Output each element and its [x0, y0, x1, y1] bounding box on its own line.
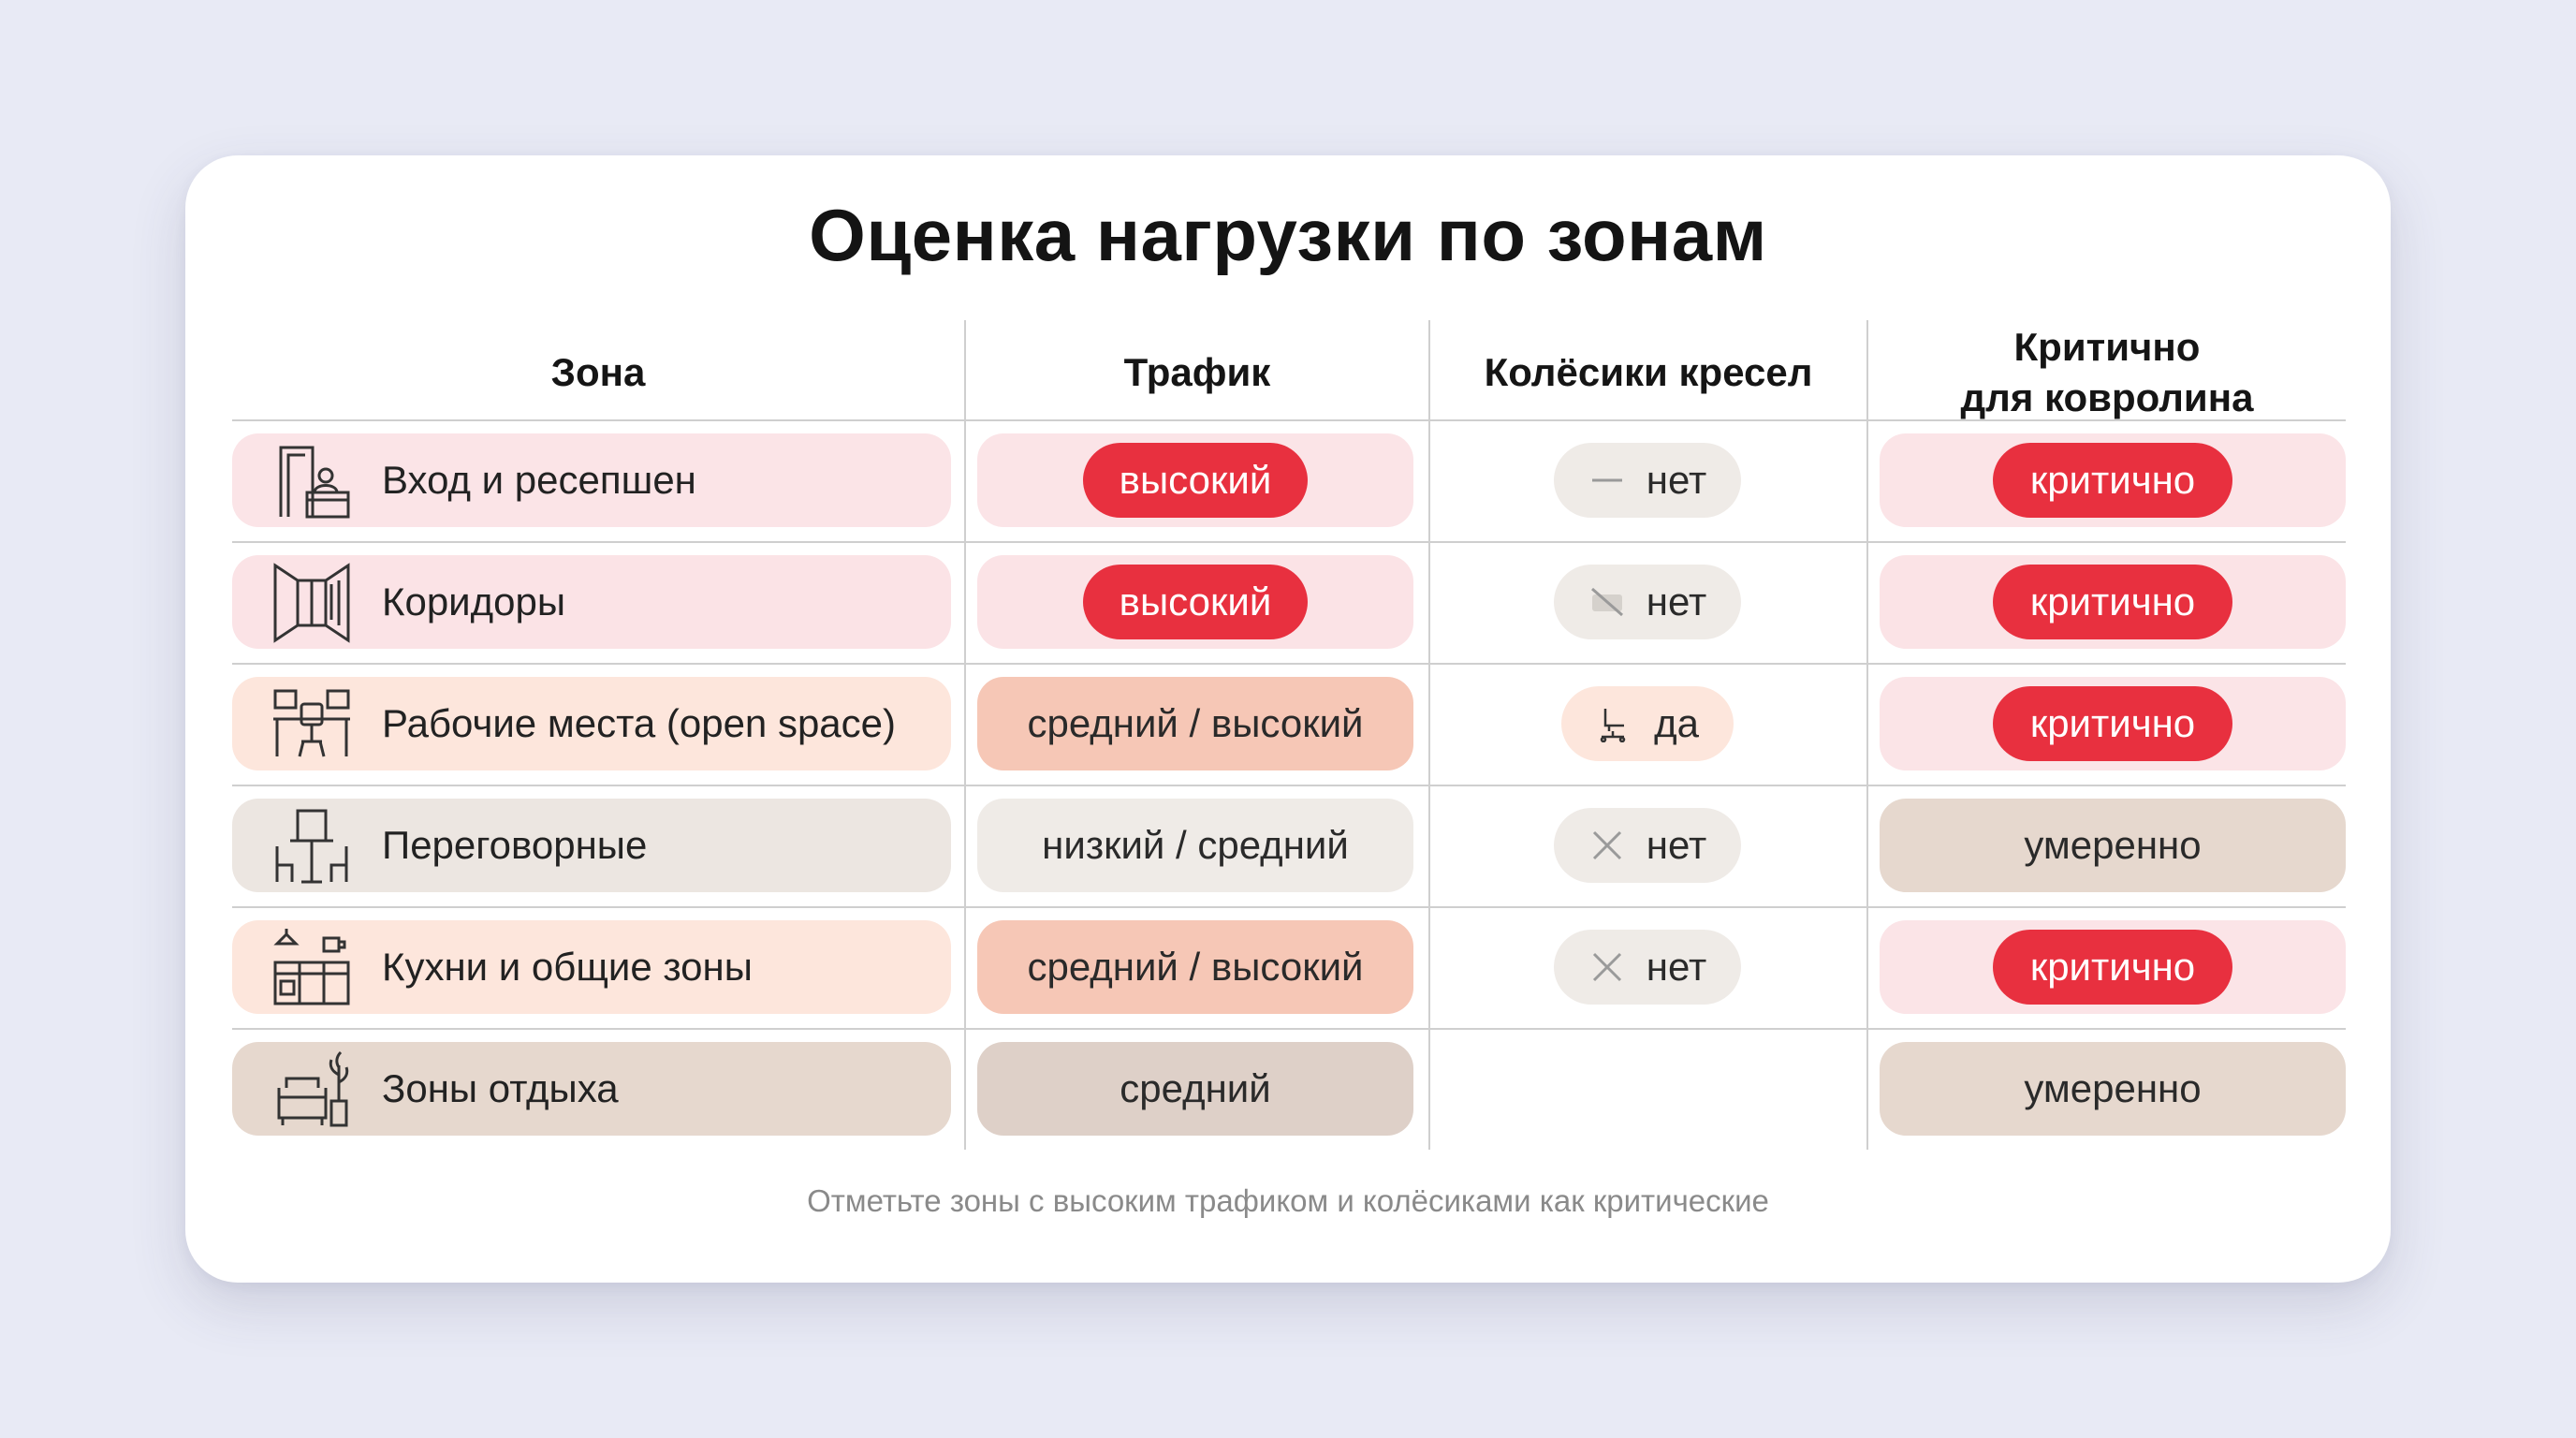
zone-label: Вход и ресепшен: [382, 458, 696, 502]
workstations-icon: [273, 689, 350, 757]
critical-cell: умеренно: [1880, 1042, 2346, 1136]
cross-icon: [1592, 830, 1621, 860]
zone-label: Кухни и общие зоны: [382, 945, 753, 989]
reception-desk-icon: [279, 446, 350, 519]
dash-icon: [1591, 478, 1622, 482]
header-zone: Зона: [550, 350, 646, 394]
row-divider: [232, 1028, 2346, 1030]
critical-badge: критично: [1993, 686, 2232, 761]
wheels-value: нет: [1646, 458, 1707, 502]
critical-cell: критично: [1880, 555, 2346, 649]
wheels-chip: да: [1561, 686, 1734, 761]
row-divider: [232, 906, 2346, 908]
traffic-cell: высокий: [977, 433, 1413, 527]
critical-badge: критично: [1993, 443, 2232, 518]
critical-cell: критично: [1880, 677, 2346, 770]
sofa-plant-icon: [277, 1050, 349, 1127]
traffic-badge-high: высокий: [1083, 443, 1308, 518]
row-divider: [232, 541, 2346, 543]
header-critical-line2: для ковролина: [1960, 375, 2254, 419]
critical-cell: умеренно: [1880, 799, 2346, 892]
wheels-chip: нет: [1554, 808, 1741, 883]
traffic-cell: низкий / средний: [977, 799, 1413, 892]
table-row-zone: Вход и ресепшен: [232, 433, 951, 527]
header-traffic: Трафик: [1123, 350, 1271, 394]
table-row-zone: Коридоры: [232, 555, 951, 649]
wheels-chip: нет: [1554, 930, 1741, 1005]
zone-label: Рабочие места (open space): [382, 701, 897, 745]
no-wheels-icon: [1590, 587, 1623, 617]
row-divider: [232, 419, 2346, 421]
page-title: Оценка нагрузки по зонам: [809, 194, 1767, 276]
cross-icon: [1592, 952, 1621, 982]
corridor-icon: [273, 563, 350, 643]
table-row-zone: Переговорные: [232, 799, 951, 892]
wheels-value: да: [1654, 701, 1699, 745]
row-divider: [232, 785, 2346, 786]
header-critical-line1: Критично: [2013, 325, 2201, 369]
critical-badge: критично: [1993, 565, 2232, 639]
load-assessment-card: Оценка нагрузки по зонам Зона Трафик Кол…: [185, 155, 2391, 1283]
wheels-chip: нет: [1554, 443, 1741, 518]
column-divider: [1428, 320, 1430, 1150]
kitchen-icon: [273, 929, 350, 1005]
column-divider: [964, 320, 966, 1150]
wheels-value: нет: [1646, 580, 1707, 624]
traffic-value: низкий / средний: [1042, 823, 1349, 867]
zone-label: Зоны отдыха: [382, 1066, 619, 1110]
header-critical: Критично для ковролина: [1868, 320, 2346, 425]
traffic-badge-high: высокий: [1083, 565, 1308, 639]
critical-value: умеренно: [2024, 823, 2202, 867]
critical-cell: критично: [1880, 433, 2346, 527]
zone-label: Переговорные: [382, 823, 648, 867]
table-row-zone: Кухни и общие зоны: [232, 920, 951, 1014]
traffic-value: средний / высокий: [1027, 945, 1364, 989]
traffic-value: средний / высокий: [1027, 701, 1364, 745]
wheels-value: нет: [1646, 823, 1707, 867]
wheels-chip: нет: [1554, 565, 1741, 639]
office-chair-icon: [1600, 709, 1626, 742]
table-row-zone: Рабочие места (open space): [232, 677, 951, 770]
traffic-cell: средний: [977, 1042, 1413, 1136]
critical-cell: критично: [1880, 920, 2346, 1014]
traffic-cell: высокий: [977, 555, 1413, 649]
footnote: Отметьте зоны с высоким трафиком и колёс…: [807, 1183, 1769, 1218]
traffic-value: средний: [1120, 1066, 1271, 1110]
row-divider: [232, 663, 2346, 665]
critical-badge: критично: [1993, 930, 2232, 1005]
traffic-cell: средний / высокий: [977, 677, 1413, 770]
zone-label: Коридоры: [382, 580, 566, 624]
traffic-cell: средний / высокий: [977, 920, 1413, 1014]
column-divider: [1866, 320, 1868, 1150]
table-row-zone: Зоны отдыха: [232, 1042, 951, 1136]
wheels-value: нет: [1646, 945, 1707, 989]
meeting-table-icon: [275, 809, 348, 884]
critical-value: умеренно: [2024, 1066, 2202, 1110]
header-wheels: Колёсики кресел: [1484, 350, 1813, 394]
